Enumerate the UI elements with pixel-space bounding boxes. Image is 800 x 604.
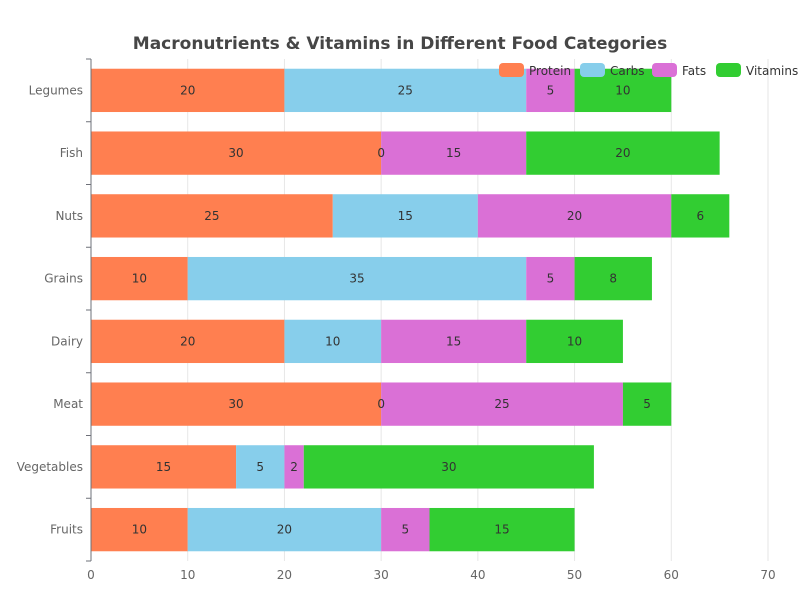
bar-segment (526, 319, 623, 364)
y-tick-label: Fish (60, 146, 83, 160)
y-tick-label: Fruits (50, 523, 83, 537)
data-label: 5 (547, 83, 555, 97)
bar-segment (284, 68, 527, 113)
x-tick-label: 30 (374, 568, 389, 582)
y-tick-label: Meat (53, 397, 83, 411)
data-label: 30 (228, 397, 243, 411)
bar-segment (91, 256, 188, 301)
bar-segment (91, 131, 382, 175)
legend-swatch (580, 63, 605, 77)
data-label: 20 (567, 209, 582, 223)
legend-item[interactable]: Carbs (580, 63, 645, 78)
legend-label: Fats (682, 64, 706, 78)
legend-swatch (716, 63, 741, 77)
data-label: 15 (446, 146, 461, 160)
x-tick-label: 60 (664, 568, 679, 582)
data-label: 10 (325, 334, 340, 348)
bar-segment (622, 382, 672, 426)
legend-item[interactable]: Protein (499, 63, 571, 78)
bar-segment (574, 256, 652, 301)
data-label: 25 (494, 397, 509, 411)
legend-swatch (652, 63, 677, 77)
bars (91, 68, 730, 552)
x-tick-label: 50 (567, 568, 582, 582)
legend: Protein Carbs Fats Vitamins (499, 63, 798, 78)
data-label: 25 (398, 83, 413, 97)
bar-segment (91, 507, 188, 552)
data-label: 20 (180, 334, 195, 348)
axes: 0 10 20 30 40 50 60 70FruitsVegetablesMeatDairy… (17, 58, 776, 582)
bar-segment (381, 382, 623, 426)
legend-item[interactable]: Fats (652, 63, 706, 78)
y-tick-label: Nuts (55, 209, 83, 223)
data-label: 15 (446, 334, 461, 348)
y-tick-label: Legumes (29, 83, 83, 97)
x-tick-label: 10 (180, 568, 195, 582)
data-label: 8 (609, 272, 617, 286)
bar-segment (429, 507, 575, 552)
bar-segment (332, 194, 478, 238)
data-label: 0 (377, 397, 385, 411)
data-label: 15 (494, 523, 509, 537)
bar-segment (526, 256, 575, 301)
x-tick-label: 0 (87, 568, 95, 582)
legend-label: Vitamins (746, 64, 798, 78)
y-tick-label: Grains (44, 272, 83, 286)
data-label: 10 (132, 272, 147, 286)
bar-segment (91, 319, 285, 364)
legend-swatch (499, 63, 524, 77)
bar-segment (381, 131, 527, 175)
legend-label: Protein (529, 64, 571, 78)
bar-segment (284, 445, 304, 489)
data-label: 6 (696, 209, 704, 223)
legend-item[interactable]: Vitamins (716, 63, 798, 78)
data-label: 5 (402, 523, 410, 537)
data-label: 25 (204, 209, 219, 223)
data-label: 5 (256, 460, 264, 474)
y-tick-label: Vegetables (17, 460, 83, 474)
data-label: 15 (398, 209, 413, 223)
data-label: 30 (441, 460, 456, 474)
data-labels: 10 20 5 15 15 5 2 30 30 0 25 5 20 10 15 10 10 35 5 8 25 15 20 6… (132, 83, 704, 536)
bar-segment (91, 382, 382, 426)
x-tick-label: 20 (277, 568, 292, 582)
data-label: 10 (132, 523, 147, 537)
data-label: 15 (156, 460, 171, 474)
bar-segment (526, 68, 575, 113)
bar-segment (91, 68, 285, 113)
bar-segment (671, 194, 730, 238)
x-tick-label: 40 (470, 568, 485, 582)
bar-segment (526, 131, 720, 175)
bar-segment (303, 445, 594, 489)
bar-segment (477, 194, 672, 238)
data-label: 5 (547, 272, 555, 286)
data-label: 20 (277, 523, 292, 537)
chart-title: Macronutrients & Vitamins in Different F… (133, 34, 667, 54)
legend-label: Carbs (610, 64, 645, 78)
data-label: 30 (228, 146, 243, 160)
bar-segment (91, 194, 333, 238)
data-label: 10 (615, 83, 630, 97)
bar-segment (187, 507, 382, 552)
data-label: 5 (643, 397, 651, 411)
bar-segment (381, 507, 430, 552)
bar-segment (187, 256, 527, 301)
data-label: 20 (615, 146, 630, 160)
bar-segment (91, 445, 237, 489)
bar-segment (381, 319, 527, 364)
data-label: 35 (349, 272, 364, 286)
data-label: 10 (567, 334, 582, 348)
y-tick-label: Dairy (51, 334, 83, 348)
data-label: 0 (377, 146, 385, 160)
bar-segment (284, 319, 382, 364)
data-label: 2 (290, 460, 298, 474)
data-label: 20 (180, 83, 195, 97)
bar-segment (236, 445, 285, 489)
x-tick-label: 70 (760, 568, 775, 582)
